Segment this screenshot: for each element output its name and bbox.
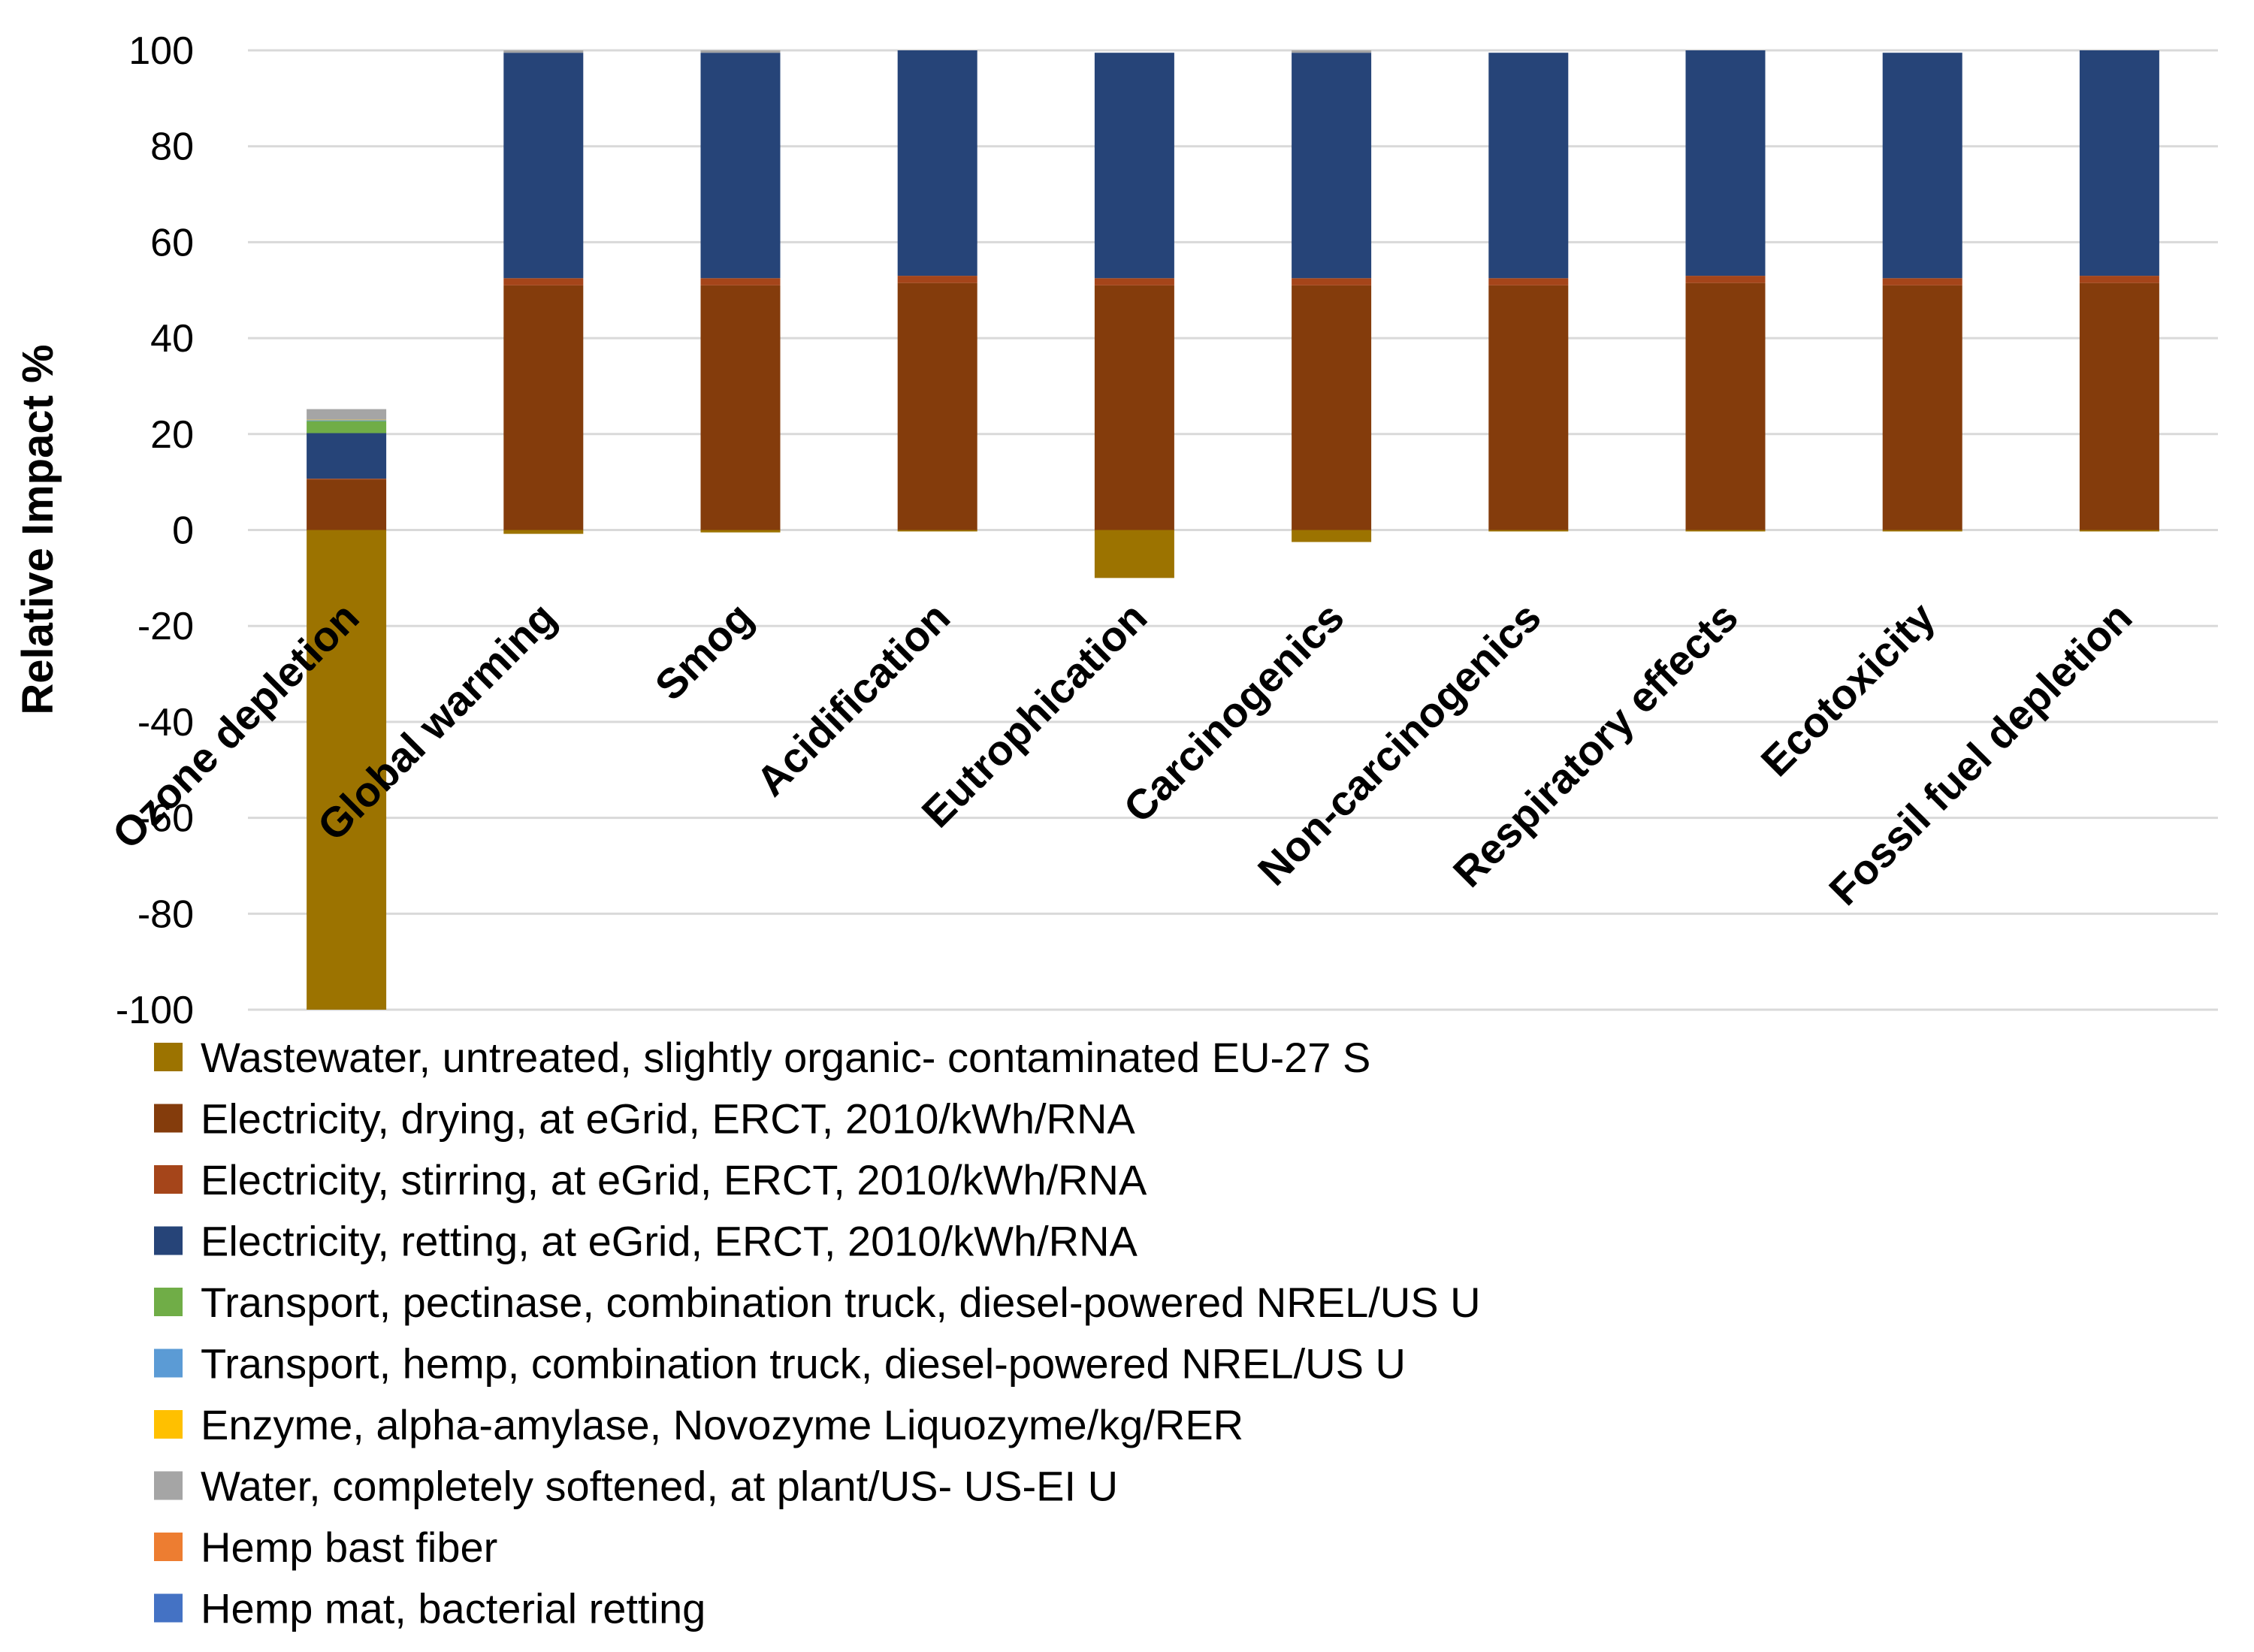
- legend-label: Electricity, drying, at eGrid, ERCT, 201…: [201, 1095, 1135, 1143]
- bar-segment: [897, 530, 977, 532]
- legend-swatch: [154, 1288, 183, 1316]
- legend-label: Transport, pectinase, combination truck,…: [201, 1279, 1481, 1326]
- bar-segment: [307, 419, 387, 421]
- legend-label: Hemp bast fiber: [201, 1524, 497, 1571]
- x-category-label: Smog: [645, 593, 762, 709]
- bar-segment: [1685, 282, 1766, 530]
- y-axis-ticks: 100 80 60 40 20 0 -20 -40 -60 -80 -100: [116, 29, 194, 1032]
- legend-swatch: [154, 1104, 183, 1133]
- bar-segment: [1488, 278, 1569, 285]
- bar-segment: [1292, 285, 1372, 530]
- bar-segment: [503, 530, 584, 534]
- y-tick-label: -20: [137, 605, 194, 648]
- bar-segment: [503, 53, 584, 279]
- bar-segment: [503, 285, 584, 530]
- y-tick-label: 100: [128, 29, 194, 73]
- bar-segment: [1882, 530, 1962, 532]
- bar-segment: [307, 409, 387, 420]
- y-tick-label: 20: [150, 413, 194, 457]
- bar-segment: [700, 530, 781, 533]
- bar-segment: [1685, 530, 1766, 532]
- bar-segment: [1094, 530, 1174, 578]
- x-category-label: Ecotoxicity: [1751, 593, 1944, 785]
- legend-swatch: [154, 1348, 183, 1378]
- legend-swatch: [154, 1226, 183, 1255]
- legend-entry: Transport, pectinase, combination truck,…: [154, 1279, 1481, 1326]
- bar-segment: [700, 50, 781, 53]
- bar-segment: [503, 50, 584, 53]
- legend-entry: Electricity, retting, at eGrid, ERCT, 20…: [154, 1218, 1138, 1265]
- legend-swatch: [154, 1410, 183, 1439]
- legend-entry: Electricity, drying, at eGrid, ERCT, 201…: [154, 1095, 1135, 1143]
- bar-segment: [1882, 278, 1962, 285]
- bar-segment: [307, 420, 387, 421]
- legend-label: Transport, hemp, combination truck, dies…: [201, 1340, 1406, 1388]
- bar-segment: [897, 50, 977, 276]
- legend-label: Hemp mat, bacterial retting: [201, 1585, 706, 1632]
- y-tick-label: -40: [137, 701, 194, 744]
- legend-entry: Enzyme, alpha-amylase, Novozyme Liquozym…: [154, 1401, 1243, 1448]
- bar-segment: [1488, 285, 1569, 530]
- bar-segment: [1488, 53, 1569, 279]
- legend-swatch: [154, 1043, 183, 1071]
- bar-segment: [307, 530, 387, 1010]
- y-tick-label: 0: [172, 509, 194, 553]
- bar-segment: [1685, 276, 1766, 283]
- legend-entry: Wastewater, untreated, slightly organic-…: [154, 1034, 1370, 1081]
- legend-entry: Transport, hemp, combination truck, dies…: [154, 1340, 1406, 1388]
- bar-segment: [1292, 50, 1372, 53]
- bar-segment: [1292, 278, 1372, 285]
- bar-segment: [2079, 50, 2159, 276]
- bar-segment: [897, 282, 977, 530]
- bar-segment: [1292, 530, 1372, 542]
- bar-segment: [503, 278, 584, 285]
- legend-swatch: [154, 1165, 183, 1194]
- legend-label: Electricity, stirring, at eGrid, ERCT, 2…: [201, 1156, 1147, 1204]
- bar-segment: [1094, 285, 1174, 530]
- legend-label: Enzyme, alpha-amylase, Novozyme Liquozym…: [201, 1401, 1243, 1448]
- bar-segment: [2079, 530, 2159, 532]
- y-tick-label: -100: [116, 989, 194, 1032]
- legend-label: Wastewater, untreated, slightly organic-…: [201, 1034, 1370, 1081]
- y-tick-label: -80: [137, 892, 194, 936]
- bar-segment: [2079, 282, 2159, 530]
- bar-segment: [307, 421, 387, 433]
- legend: Wastewater, untreated, slightly organic-…: [154, 1034, 1481, 1632]
- bar-segment: [1488, 530, 1569, 532]
- bar-segment: [1094, 278, 1174, 285]
- bar-segment: [1094, 53, 1174, 279]
- y-tick-label: -60: [137, 797, 194, 841]
- legend-swatch: [154, 1593, 183, 1623]
- bar-segment: [2079, 276, 2159, 283]
- bar-segment: [700, 278, 781, 285]
- legend-entry: Hemp mat, bacterial retting: [154, 1585, 706, 1632]
- bar-segment: [897, 276, 977, 283]
- y-axis-title: Relative Impact %: [14, 344, 62, 714]
- legend-entry: Electricity, stirring, at eGrid, ERCT, 2…: [154, 1156, 1147, 1204]
- legend-entry: Water, completely softened, at plant/US-…: [154, 1463, 1118, 1510]
- bar-segment: [1292, 53, 1372, 279]
- y-tick-label: 60: [150, 221, 194, 264]
- bar-segment: [1685, 50, 1766, 276]
- y-tick-label: 80: [150, 125, 194, 169]
- legend-entry: Hemp bast fiber: [154, 1524, 497, 1571]
- bars: [307, 50, 2159, 1010]
- legend-swatch: [154, 1533, 183, 1561]
- bar-segment: [700, 53, 781, 279]
- legend-label: Electricity, retting, at eGrid, ERCT, 20…: [201, 1218, 1138, 1265]
- y-tick-label: 40: [150, 317, 194, 361]
- bar-segment: [1882, 285, 1962, 530]
- bar-segment: [307, 433, 387, 479]
- legend-swatch: [154, 1471, 183, 1500]
- bar-segment: [1882, 53, 1962, 279]
- bar-segment: [307, 479, 387, 530]
- legend-label: Water, completely softened, at plant/US-…: [201, 1463, 1118, 1510]
- bar-segment: [700, 285, 781, 530]
